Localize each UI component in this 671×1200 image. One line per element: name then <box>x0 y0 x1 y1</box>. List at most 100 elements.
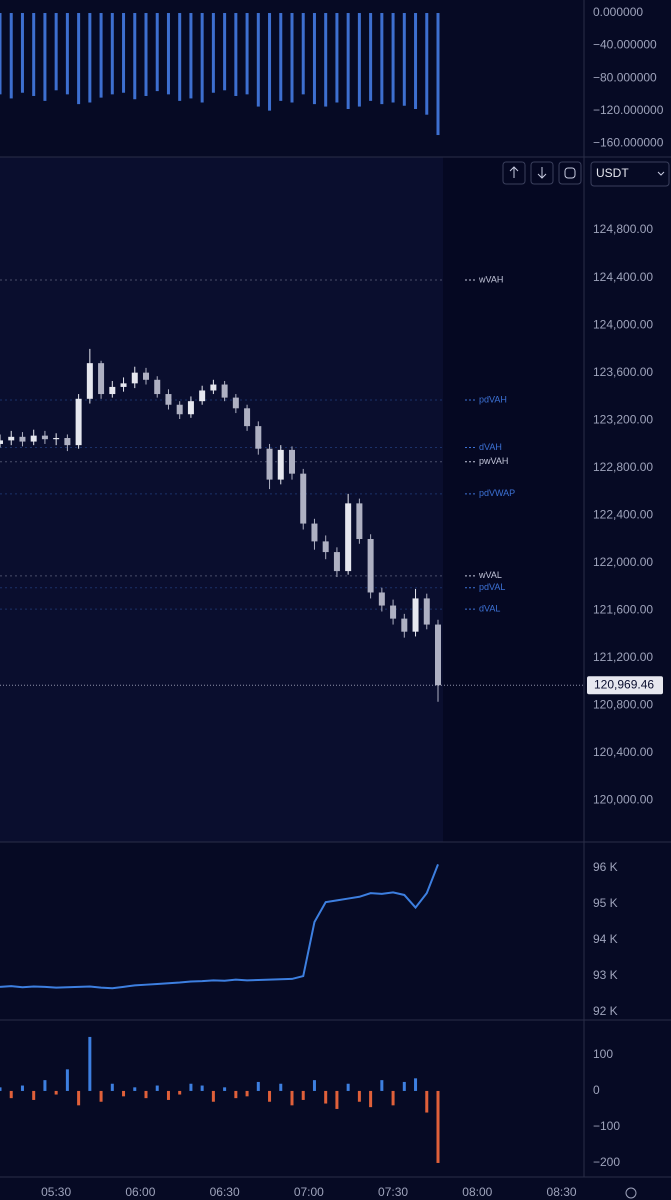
candle-body <box>266 448 273 480</box>
delta-bar <box>65 1069 69 1091</box>
delta-bar <box>301 1090 305 1100</box>
delta-bar <box>211 1090 215 1102</box>
y-tick-label: −160.000000 <box>593 135 664 149</box>
bar <box>211 13 215 93</box>
currency-select[interactable] <box>590 161 670 187</box>
y-tick-label: 120,000.00 <box>593 793 653 807</box>
last-price-label: 120,969.46 <box>594 677 654 691</box>
delta-bar <box>380 1080 384 1091</box>
delta-bar <box>223 1087 227 1091</box>
candle-body <box>232 397 239 409</box>
level-label: dVAL <box>479 603 500 613</box>
delta-bar <box>166 1090 170 1100</box>
delta-bar <box>122 1090 126 1097</box>
candle-body <box>289 449 295 474</box>
candle-body <box>53 438 60 440</box>
candle-body <box>311 523 318 542</box>
candle-body <box>199 390 206 402</box>
x-tick-label: 07:30 <box>378 1185 408 1199</box>
y-tick-label: 0.000000 <box>593 5 643 19</box>
bar <box>189 13 193 99</box>
settings-icon[interactable] <box>625 1187 637 1199</box>
x-tick-label: 05:30 <box>41 1185 71 1199</box>
x-tick-label: 08:30 <box>547 1185 577 1199</box>
delta-bar <box>43 1080 47 1091</box>
bar <box>9 13 13 99</box>
y-tick-label: 124,400.00 <box>593 270 653 284</box>
bar <box>312 13 316 105</box>
delta-bar <box>200 1085 204 1091</box>
bar <box>0 13 2 95</box>
candle-body <box>300 473 307 524</box>
y-tick-label: 123,600.00 <box>593 365 653 379</box>
profile-strip <box>443 157 584 842</box>
candle-body <box>210 384 217 391</box>
bar <box>77 13 81 105</box>
delta-bar <box>32 1090 36 1100</box>
scroll-up-button[interactable] <box>502 161 526 185</box>
bar <box>43 13 47 101</box>
delta-bar <box>312 1080 316 1091</box>
toolbar: USDT <box>502 161 670 187</box>
bar <box>99 13 103 98</box>
bar <box>200 13 204 103</box>
bar <box>133 13 137 100</box>
delta-bar <box>9 1090 13 1099</box>
bar <box>380 13 384 105</box>
y-tick-label: −200 <box>593 1155 620 1169</box>
delta-bar <box>279 1083 283 1091</box>
bar <box>290 13 294 103</box>
y-tick-label: 93 K <box>593 968 618 982</box>
candle-body <box>401 618 408 632</box>
candle-body <box>143 372 149 380</box>
delta-bar <box>144 1090 148 1099</box>
bar <box>144 13 148 96</box>
bar <box>301 13 305 95</box>
reset-button[interactable] <box>558 161 582 185</box>
bar <box>324 13 328 107</box>
bar <box>425 13 429 115</box>
candle-body <box>322 541 329 553</box>
x-tick-label: 06:00 <box>125 1185 155 1199</box>
candle-body <box>412 598 419 632</box>
delta-bar <box>324 1090 328 1104</box>
delta-bar <box>245 1090 249 1097</box>
x-tick-label: 06:30 <box>210 1185 240 1199</box>
down-icon <box>537 167 547 179</box>
bar <box>54 13 58 91</box>
delta-bar <box>369 1090 373 1108</box>
delta-bar <box>234 1090 238 1099</box>
bar <box>357 13 361 107</box>
delta-bar <box>189 1083 193 1091</box>
bar <box>20 13 24 93</box>
candle-body <box>131 372 138 384</box>
delta-bar <box>88 1036 92 1091</box>
level-label: wVAL <box>478 570 502 580</box>
bar <box>88 13 92 103</box>
candle-body <box>64 438 71 446</box>
level-label: pdVAH <box>479 394 507 404</box>
delta-bar <box>346 1083 350 1091</box>
up-icon <box>509 166 519 178</box>
y-tick-label: −40.000000 <box>593 38 657 52</box>
candle-body <box>187 401 194 415</box>
delta-bar <box>99 1090 103 1102</box>
dropdown-icon <box>657 171 665 176</box>
y-tick-label: −120.000000 <box>593 103 664 117</box>
bar <box>402 13 406 106</box>
candle-body <box>277 449 284 480</box>
candle-body <box>333 552 340 572</box>
x-tick-label: 08:00 <box>462 1185 492 1199</box>
candle-body <box>356 503 363 540</box>
y-tick-label: 121,600.00 <box>593 602 653 616</box>
line <box>0 863 439 990</box>
delta-bar <box>402 1081 406 1091</box>
candle-body <box>390 605 397 619</box>
candle-body <box>75 398 82 446</box>
scroll-down-button[interactable] <box>530 161 554 185</box>
y-tick-label: 124,800.00 <box>593 222 653 236</box>
y-tick-label: 124,000.00 <box>593 317 653 331</box>
bar <box>245 13 249 95</box>
delta-bar <box>290 1090 294 1106</box>
